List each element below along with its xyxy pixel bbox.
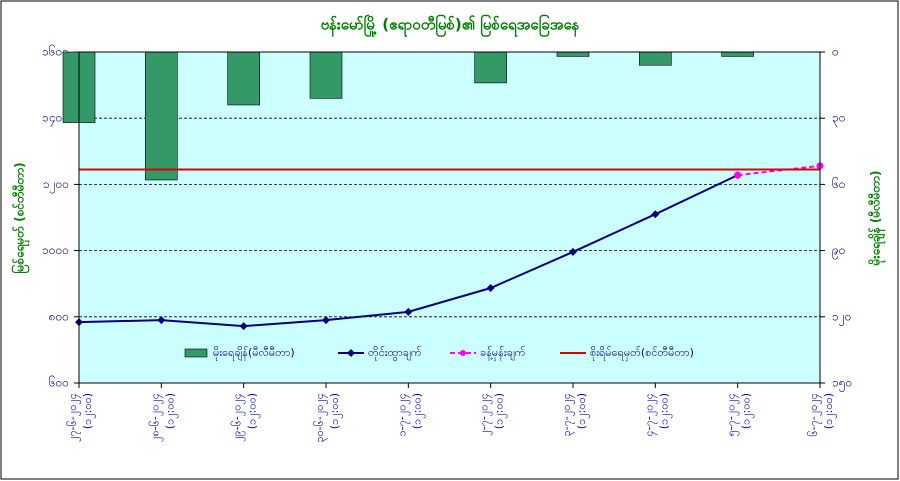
bar bbox=[556, 51, 590, 57]
y-tick-label: ၁၂၀၀ bbox=[43, 177, 69, 194]
bar bbox=[227, 51, 260, 106]
x-tick-time: (၁၂:၀၀) bbox=[328, 393, 343, 429]
x-tick-time: (၁၂:၀၀) bbox=[493, 393, 508, 429]
y-axis-title: မြစ်ရေမှတ် (စင်တီမီတာ) bbox=[10, 162, 31, 273]
point bbox=[157, 316, 166, 325]
legend-label: စိုးရိမ်ရေမှတ်(စင်တီမီတာ) bbox=[590, 346, 694, 361]
y-tick-label: ၁၀၀၀ bbox=[42, 243, 69, 257]
x-tick-label: ၃-၇-၂၀၂၄ bbox=[560, 393, 575, 437]
plot-border bbox=[78, 51, 821, 384]
legend-marker bbox=[347, 349, 355, 357]
y2-tick-label: ၆၀ bbox=[832, 176, 846, 191]
point bbox=[651, 210, 660, 219]
bar bbox=[145, 51, 178, 181]
y2-tick-label: ၁၂၀ bbox=[832, 309, 851, 326]
y2-axis-title: မိုးရေချိန် (မီလီမီတာ) bbox=[867, 171, 887, 267]
x-tick-label: ၂၇-၆-၂၀၂၄ bbox=[66, 393, 81, 442]
bar bbox=[309, 51, 343, 99]
x-tick-label: ၃၀-၆-၂၀၂၄ bbox=[313, 393, 328, 443]
x-tick-label: ၄-၇-၂၀၂၄ bbox=[642, 393, 657, 437]
x-tick-time: (၁၂:၀၀) bbox=[81, 393, 96, 429]
y-tick-label: ၁၆၀၀ bbox=[42, 44, 69, 59]
y2-tick-label: ၉၀ bbox=[832, 243, 846, 260]
point bbox=[569, 247, 577, 256]
x-tick-label: ၆-၇-၂၀၂၄ bbox=[807, 393, 822, 437]
x-tick-label: ၁-၇-၂၀၂၄ bbox=[395, 393, 410, 437]
point bbox=[322, 316, 330, 325]
x-tick-time: (၁၂:၀၀) bbox=[575, 393, 590, 429]
y2-tick-label: ၃၀ bbox=[832, 111, 846, 128]
x-tick-time: (၁၂:၀၀) bbox=[163, 393, 178, 429]
bar bbox=[639, 51, 672, 66]
legend-label: ခန့်မှန်းချက် bbox=[480, 346, 526, 361]
y-tick-label: ၈၀၀ bbox=[49, 309, 69, 323]
y2-tick-label: ၀ bbox=[832, 45, 839, 59]
y-tick-label: ၆၀၀ bbox=[49, 375, 69, 390]
x-tick-label: ၂-၇-၂၀၂၄ bbox=[478, 393, 493, 436]
x-tick-time: (၁၂:၀၀) bbox=[246, 393, 261, 429]
bar bbox=[474, 51, 507, 84]
x-tick-time: (၁၂:၀၀) bbox=[410, 393, 425, 429]
y2-tick-label: ၁၅၀ bbox=[832, 376, 852, 393]
point bbox=[486, 284, 495, 293]
x-tick-label: ၂၉-၆-၂၀၂၄ bbox=[231, 393, 246, 442]
legend-marker bbox=[460, 350, 466, 356]
x-tick-time: (၁၂:၀၀) bbox=[657, 393, 672, 429]
point bbox=[239, 322, 248, 331]
x-tick-time: (၁၂:၀၀) bbox=[822, 393, 837, 429]
legend-label: တိုင်းထွာချက် bbox=[368, 346, 422, 361]
point bbox=[734, 171, 742, 179]
x-tick-label: ၂၈-၆-၂၀၂၄ bbox=[148, 393, 163, 442]
point bbox=[404, 307, 413, 316]
x-tick-time: (၁၂:၀၀) bbox=[740, 393, 755, 429]
plot-area bbox=[79, 52, 820, 383]
y-tick-label: ၁၄၀၀ bbox=[42, 111, 69, 128]
legend-swatch bbox=[184, 348, 208, 358]
legend-label: မိုးရေချိန်(မီလီမီတာ) bbox=[213, 346, 295, 361]
bar bbox=[721, 51, 754, 57]
x-tick-label: ၅-၇-၂၀၂၄ bbox=[725, 393, 740, 437]
